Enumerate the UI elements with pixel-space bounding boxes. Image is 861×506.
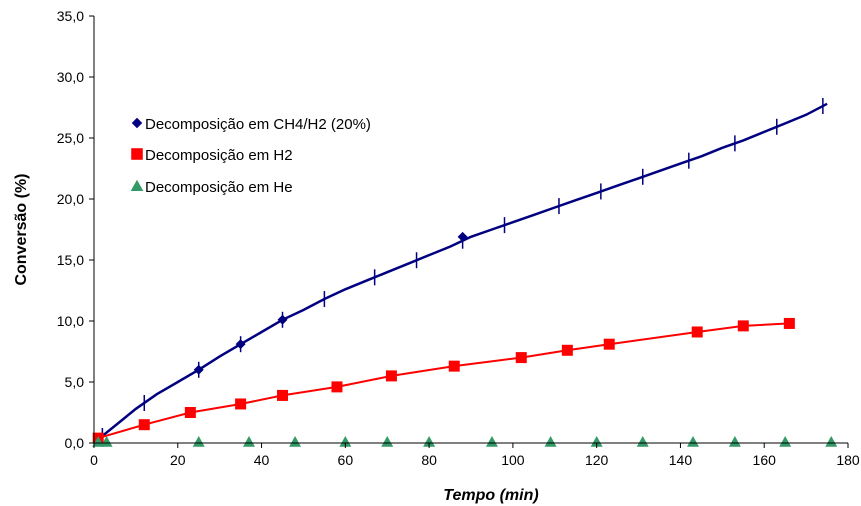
y-tick-label: 25,0: [57, 130, 84, 146]
series-h2-point: [691, 326, 703, 338]
series-h2-point: [385, 370, 397, 382]
series-h2-point: [783, 317, 795, 329]
series-ch4-line: [97, 102, 828, 441]
series-h2-point: [448, 360, 460, 372]
legend-label: Decomposição em H2: [145, 147, 293, 164]
x-tick-label: 140: [669, 452, 693, 468]
series-he-point: [544, 436, 557, 447]
series-he-point: [779, 436, 792, 447]
series-he-point: [485, 436, 498, 447]
y-tick-label: 15,0: [57, 252, 84, 268]
series-he-point: [381, 436, 394, 447]
legend-entry-h2: Decomposição em H2: [131, 147, 293, 164]
legend-marker: [131, 148, 143, 160]
legend-marker: [130, 179, 144, 192]
series-h2-point: [277, 389, 288, 401]
series-h2-line: [97, 322, 790, 440]
series-he-point: [192, 436, 205, 447]
legend-marker: [131, 117, 143, 129]
series-h2-point: [515, 352, 527, 364]
series-ch4-point: [457, 231, 468, 242]
series-h2-point: [184, 407, 196, 418]
legend-label: Decomposição em He: [145, 179, 293, 196]
x-tick-label: 20: [170, 452, 186, 468]
y-tick-label: 10,0: [57, 313, 84, 329]
series-he-point: [339, 436, 352, 447]
y-tick-label: 20,0: [57, 191, 84, 207]
x-tick-label: 180: [836, 452, 860, 468]
series-h2-point: [603, 338, 615, 350]
series-ch4-point: [193, 364, 204, 375]
x-tick-label: 0: [90, 452, 98, 468]
x-tick-label: 40: [254, 452, 270, 468]
y-tick-label: 35,0: [57, 8, 84, 24]
x-axis-title: Tempo (min): [443, 487, 538, 504]
plot-area: [92, 98, 838, 447]
x-tick-label: 80: [421, 452, 437, 468]
series-h2-point: [235, 398, 247, 410]
series-h2-point: [561, 344, 573, 356]
series-he-point: [92, 436, 105, 447]
series-ch4-point: [235, 339, 246, 350]
y-tick-label: 30,0: [57, 69, 84, 85]
series-he-point: [100, 436, 113, 447]
legend: Decomposição em CH4/H2 (20%) Decomposição…: [130, 116, 371, 196]
series-he-point: [590, 436, 603, 447]
series-he-point: [825, 436, 838, 447]
y-axis-title: Conversão (%): [13, 173, 30, 285]
x-tick-label: 100: [501, 452, 525, 468]
x-tick-label: 160: [753, 452, 777, 468]
series-h2-point: [138, 419, 150, 431]
series-h2-point: [331, 381, 343, 393]
y-tick-label: 5,0: [65, 374, 85, 390]
series-he-point: [289, 436, 302, 447]
axes: 0,0 5,0 10,0 15,0 20,0 25,0 30,0 35,0 0 20 40 60 80 1…: [57, 8, 860, 468]
series-ch4-point: [277, 314, 288, 325]
series-he-point: [423, 436, 436, 447]
series-he-point: [687, 436, 700, 447]
legend-entry-ch4: Decomposição em CH4/H2 (20%): [131, 116, 371, 133]
x-tick-label: 120: [585, 452, 609, 468]
y-tick-label: 0,0: [65, 435, 85, 451]
series-he-point: [728, 436, 741, 447]
series-h2-point: [737, 320, 749, 332]
series-he-point: [242, 436, 255, 447]
legend-label: Decomposição em CH4/H2 (20%): [145, 116, 371, 133]
legend-entry-he: Decomposição em He: [130, 179, 293, 196]
x-tick-label: 60: [338, 452, 354, 468]
series-he-point: [636, 436, 649, 447]
